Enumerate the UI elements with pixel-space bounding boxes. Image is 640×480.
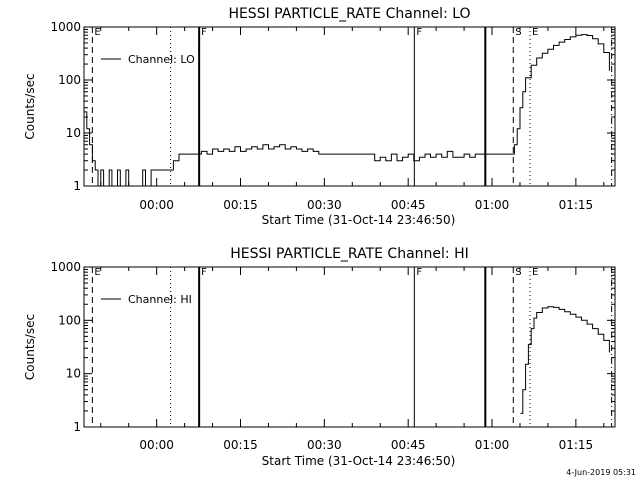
- chart-1-series-line: [84, 34, 610, 187]
- chart-2-title: HESSI PARTICLE_RATE Channel: HI: [230, 246, 468, 262]
- chart-2-marker-label: E: [532, 267, 538, 278]
- chart-2-x-tick-label: 01:15: [559, 438, 594, 452]
- chart-1-plot-frame: [83, 26, 616, 187]
- chart-2-marker-label: S: [515, 267, 521, 278]
- chart-1-legend-label: Channel: LO: [128, 53, 195, 66]
- chart-1-title: HESSI PARTICLE_RATE Channel: LO: [228, 6, 470, 22]
- chart-2-series-line: [520, 306, 610, 414]
- chart-1-marker-label: F: [416, 27, 422, 38]
- chart-1-x-axis-label: Start Time (31-Oct-14 23:46:50): [262, 213, 456, 227]
- chart-2-x-tick-label: 00:30: [307, 438, 342, 452]
- chart-2-y-tick-label: 100: [58, 313, 81, 327]
- chart-2-y-tick-label: 10: [66, 367, 81, 381]
- chart-2-y-axis-label: Counts/sec: [23, 314, 37, 380]
- chart-1-marker-label: E: [532, 27, 538, 38]
- chart-1-y-tick-label: 1: [73, 179, 81, 193]
- chart-1-x-tick-label: 00:15: [223, 198, 258, 212]
- chart-1-marker-label: E: [94, 27, 100, 38]
- chart-2-x-tick-label: 00:15: [223, 438, 258, 452]
- chart-2-marker-label: F: [201, 267, 207, 278]
- chart-1-y-tick-label: 10: [66, 126, 81, 140]
- chart-2-x-axis-label: Start Time (31-Oct-14 23:46:50): [262, 454, 456, 468]
- chart-2-x-tick-label: 01:00: [475, 438, 510, 452]
- chart-1-y-axis-label: Counts/sec: [23, 73, 37, 139]
- chart-1-x-tick-label: 00:00: [139, 198, 174, 212]
- chart-2-y-tick-label: 1000: [50, 260, 81, 274]
- chart-1-x-tick-label: 01:15: [559, 198, 594, 212]
- chart-1-marker-label: F: [201, 27, 207, 38]
- chart-2-marker-label: E: [94, 267, 100, 278]
- chart-2-legend-label: Channel: HI: [128, 293, 192, 306]
- chart-2-x-tick-label: 00:45: [391, 438, 426, 452]
- chart-1-y-tick-label: 100: [58, 73, 81, 87]
- chart-1-marker-label: S: [515, 27, 521, 38]
- chart-1-y-tick-label: 1000: [50, 20, 81, 34]
- chart-2-marker-label: F: [416, 267, 422, 278]
- chart-2-y-tick-label: 1: [73, 420, 81, 434]
- chart-1-x-tick-label: 01:00: [475, 198, 510, 212]
- chart-2-plot-frame: [83, 266, 616, 428]
- chart-2-x-tick-label: 00:00: [139, 438, 174, 452]
- chart-1-x-tick-label: 00:45: [391, 198, 426, 212]
- chart-date-stamp: 4-Jun-2019 05:31: [566, 468, 636, 477]
- chart-1-x-tick-label: 00:30: [307, 198, 342, 212]
